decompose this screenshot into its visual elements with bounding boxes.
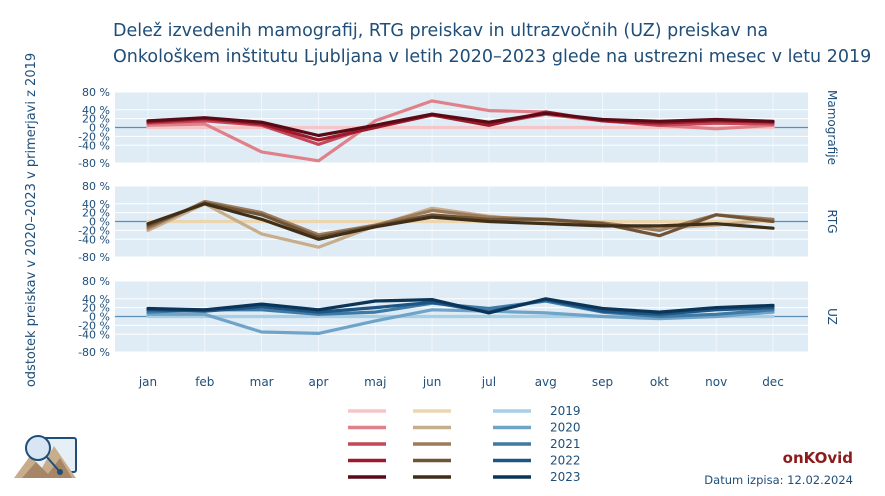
legend-label-2023: 2023 bbox=[550, 470, 581, 484]
x-tick-label-okt: okt bbox=[650, 375, 669, 389]
x-tick-label-dec: dec bbox=[762, 375, 784, 389]
series-line-mamografije-2022 bbox=[146, 110, 775, 142]
series-line-rtg-2023 bbox=[146, 202, 775, 241]
x-tick-label-mar: mar bbox=[250, 375, 274, 389]
y-tick-label: -20 % bbox=[78, 224, 110, 237]
y-tick-label: -80 % bbox=[78, 346, 110, 359]
y-tick-label: -40 % bbox=[78, 139, 110, 152]
y-tick-label: -80 % bbox=[78, 157, 110, 170]
y-tick-label: -80 % bbox=[78, 251, 110, 264]
x-tick-label-avg: avg bbox=[535, 375, 557, 389]
x-tick-label-jan: jan bbox=[138, 375, 157, 389]
brand-name: onKOvid bbox=[782, 449, 853, 467]
series-line-rtg-2021 bbox=[146, 199, 775, 237]
y-tick-label: 80 % bbox=[82, 275, 110, 288]
y-tick-label: 20 % bbox=[82, 207, 110, 220]
x-tick-label-jul: jul bbox=[481, 375, 496, 389]
print-date: Datum izpisa: 12.02.2024 bbox=[704, 473, 853, 487]
y-tick-label: 0 % bbox=[89, 122, 110, 135]
series-line-rtg-2022 bbox=[146, 201, 775, 239]
y-tick-label: 40 % bbox=[82, 293, 110, 306]
y-tick-label: 0 % bbox=[89, 216, 110, 229]
onkovid-logo-icon bbox=[12, 428, 80, 488]
y-tick-label: 20 % bbox=[82, 302, 110, 315]
y-tick-label: -20 % bbox=[78, 130, 110, 143]
panel-label-rtg: RTG bbox=[825, 209, 839, 233]
y-tick-label: 80 % bbox=[82, 86, 110, 99]
panel-label-mamografije: Mamografije bbox=[825, 90, 839, 165]
x-tick-label-jun: jun bbox=[422, 375, 442, 389]
panel-label-uz: UZ bbox=[825, 308, 839, 325]
legend-label-2019: 2019 bbox=[550, 404, 581, 418]
y-tick-label: 20 % bbox=[82, 113, 110, 126]
x-tick-label-maj: maj bbox=[364, 375, 386, 389]
series-line-uz-2023 bbox=[146, 297, 775, 315]
y-tick-label: 40 % bbox=[82, 198, 110, 211]
y-tick-label: -20 % bbox=[78, 319, 110, 332]
legend-label-2022: 2022 bbox=[550, 454, 581, 468]
series-line-mamografije-2023 bbox=[146, 111, 775, 138]
x-tick-label-apr: apr bbox=[309, 375, 329, 389]
legend-label-2020: 2020 bbox=[550, 421, 581, 435]
y-tick-label: 0 % bbox=[89, 311, 110, 324]
x-tick-label-nov: nov bbox=[705, 375, 727, 389]
y-tick-label: 80 % bbox=[82, 180, 110, 193]
chart-title: Delež izvedenih mamografij, RTG preiskav… bbox=[113, 21, 872, 67]
x-tick-label-feb: feb bbox=[195, 375, 214, 389]
y-tick-label: 40 % bbox=[82, 104, 110, 117]
y-tick-label: -40 % bbox=[78, 328, 110, 341]
legend-label-2021: 2021 bbox=[550, 437, 581, 451]
series-line-uz-2020 bbox=[146, 308, 775, 335]
y-tick-label: -40 % bbox=[78, 233, 110, 246]
x-tick-label-sep: sep bbox=[592, 375, 613, 389]
